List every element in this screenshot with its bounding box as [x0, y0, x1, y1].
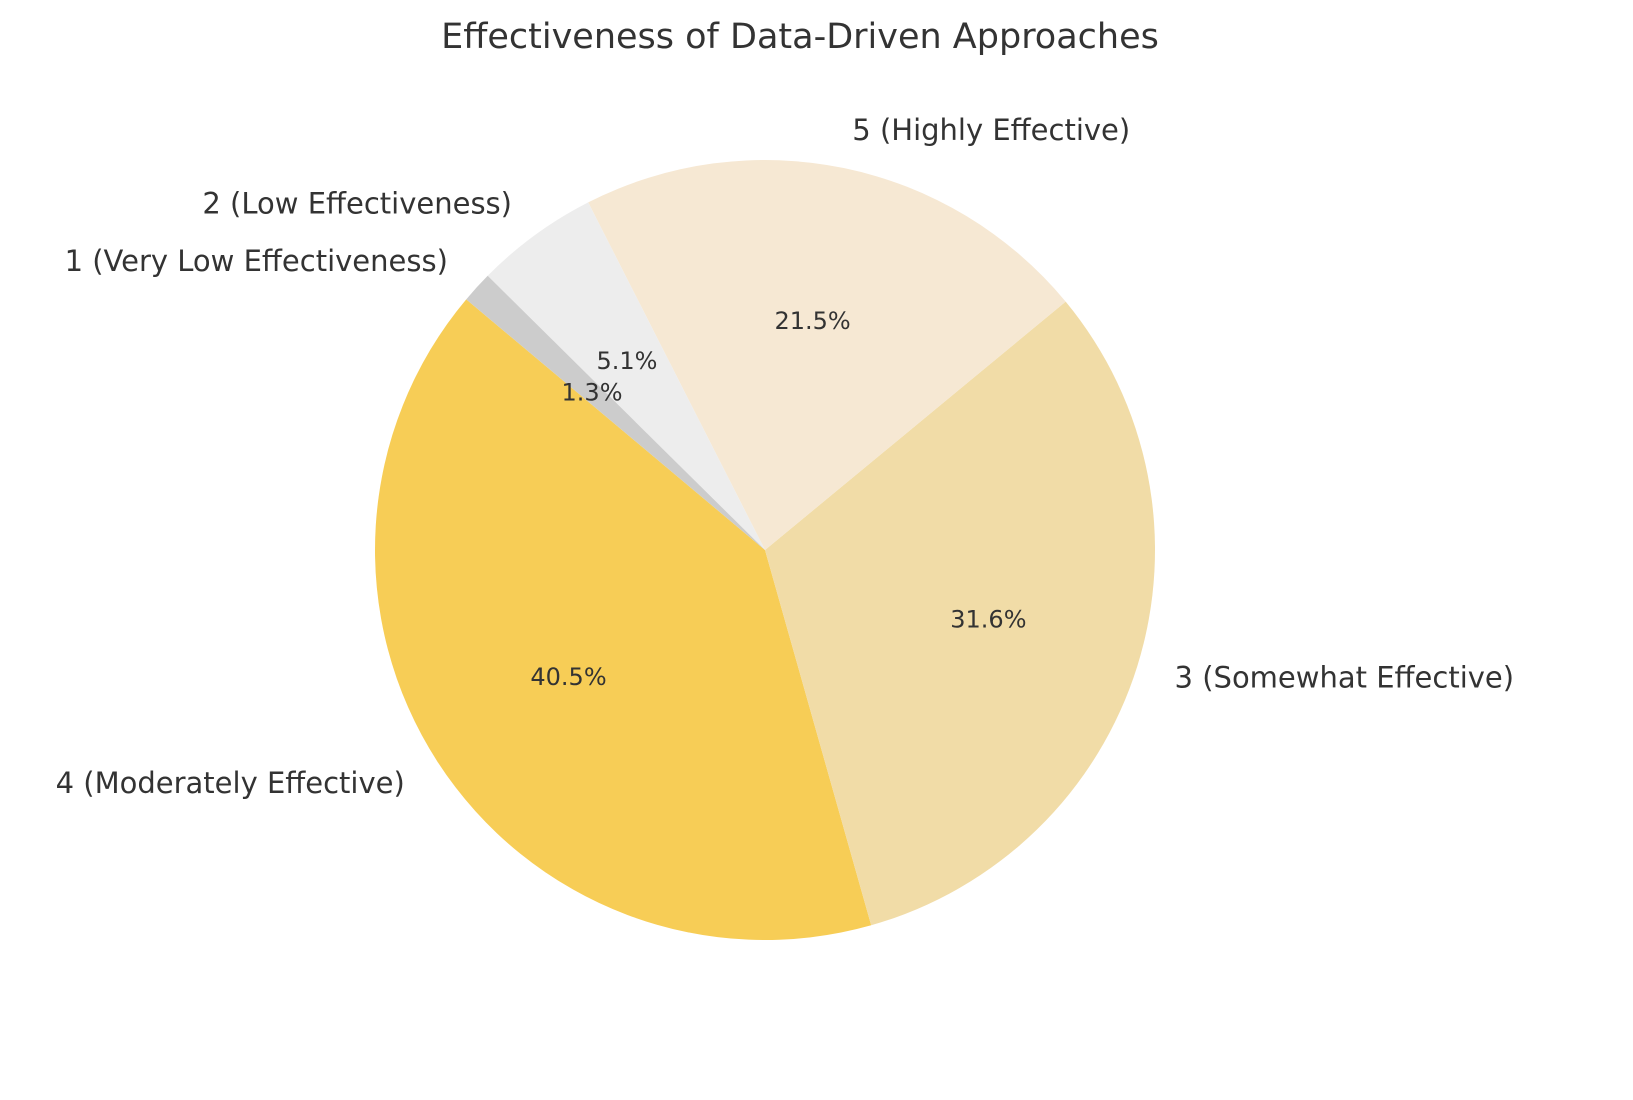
slice-label: 3 (Somewhat Effective) — [1175, 661, 1515, 695]
pie-slice — [466, 275, 765, 550]
slice-percent-label: 5.1% — [597, 347, 658, 375]
slice-label: 4 (Moderately Effective) — [56, 766, 405, 800]
slice-label: 2 (Low Effectiveness) — [202, 187, 512, 221]
chart-title: Effectiveness of Data-Driven Approaches — [441, 17, 1159, 57]
slice-percent-label: 31.6% — [950, 606, 1026, 634]
pie-slice — [487, 202, 765, 551]
slice-percent-label: 40.5% — [530, 663, 606, 691]
pie-slice — [588, 160, 1066, 550]
slice-percent-label: 21.5% — [774, 307, 850, 335]
pie-slice — [765, 301, 1155, 926]
slice-label: 5 (Highly Effective) — [852, 113, 1130, 147]
slice-label: 1 (Very Low Effectiveness) — [65, 244, 448, 278]
slice-percent-label: 1.3% — [562, 378, 623, 406]
pie-slice — [374, 299, 872, 940]
